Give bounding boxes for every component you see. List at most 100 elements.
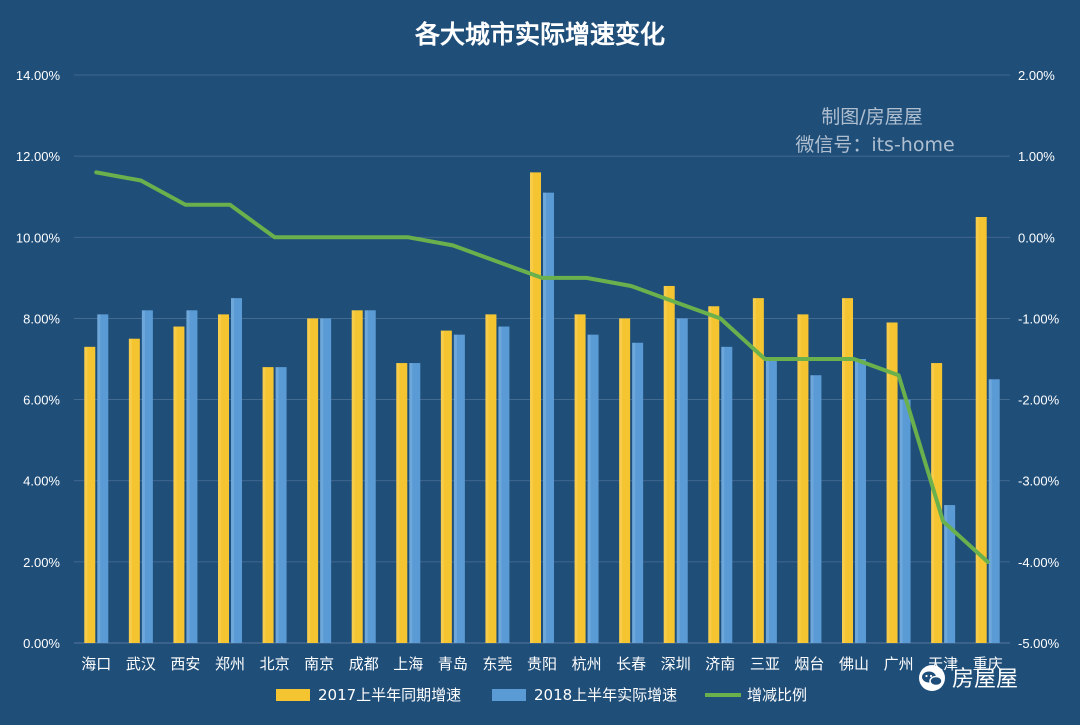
- category-label: 西安: [170, 655, 200, 673]
- bar-2018: [632, 342, 644, 643]
- category-label: 东莞: [482, 655, 512, 673]
- bar-2017: [440, 330, 452, 643]
- bar-highlight: [218, 314, 221, 643]
- bar-2017: [886, 322, 898, 643]
- bar-2018: [543, 192, 554, 643]
- bar-2017: [307, 318, 319, 643]
- bar-2018: [676, 318, 688, 643]
- legend: 2017上半年同期增速 2018上半年实际增速 增减比例: [276, 686, 807, 704]
- line-layer: [94, 170, 990, 564]
- watermark: 制图/房屋屋 微信号：its-home: [795, 106, 954, 156]
- category-label: 济南: [705, 655, 735, 673]
- bar-2018: [587, 334, 599, 643]
- bar-highlight: [619, 318, 623, 643]
- category-label: 北京: [260, 655, 290, 673]
- bar-highlight: [186, 310, 190, 643]
- bar-2017: [619, 318, 631, 643]
- right-axis-ticks: -5.00% -4.00% -3.00% -2.00% -1.00% 0.00% 1.00%…: [1018, 68, 1060, 651]
- category-label: 佛山: [839, 655, 869, 673]
- category-label: 海口: [81, 655, 111, 673]
- bar-highlight: [708, 306, 712, 643]
- bar-highlight: [141, 310, 145, 643]
- right-tick-label: 1.00%: [1018, 149, 1055, 164]
- bar-2017: [842, 298, 853, 643]
- category-label: 郑州: [215, 655, 245, 673]
- bar-highlight: [262, 367, 266, 643]
- wechat-icon: [919, 665, 945, 691]
- bar-2018: [141, 310, 153, 643]
- bar-highlight: [975, 217, 979, 643]
- category-label: 重庆: [973, 655, 1003, 673]
- left-tick-label: 12.00%: [16, 149, 61, 164]
- bar-2017: [574, 314, 586, 643]
- bar-2018: [231, 298, 242, 643]
- bar-2018: [409, 363, 421, 643]
- category-label: 青岛: [438, 655, 468, 673]
- bar-highlight: [663, 285, 667, 643]
- bar-2018: [899, 399, 911, 643]
- bar-highlight: [855, 359, 858, 643]
- brand-name: 房屋屋: [952, 667, 1018, 692]
- bar-2018: [498, 326, 510, 643]
- category-label: 武汉: [126, 655, 156, 673]
- bar-highlight: [810, 375, 814, 643]
- category-label: 广州: [884, 655, 914, 673]
- bar-highlight: [765, 359, 769, 643]
- legend-label: 2017上半年同期增速: [318, 686, 461, 704]
- bar-2017: [396, 363, 408, 643]
- right-tick-label: 2.00%: [1018, 68, 1055, 83]
- left-tick-label: 10.00%: [16, 230, 61, 245]
- bar-highlight: [574, 314, 578, 643]
- bar-highlight: [498, 326, 502, 643]
- bar-highlight: [676, 318, 680, 643]
- bar-highlight: [231, 298, 234, 643]
- bar-highlight: [173, 326, 177, 643]
- bar-highlight: [396, 363, 400, 643]
- bar-highlight: [128, 338, 132, 643]
- bar-2017: [752, 298, 764, 643]
- left-tick-label: 4.00%: [23, 474, 60, 489]
- bar-2017: [262, 367, 274, 643]
- bar-highlight: [944, 505, 948, 643]
- chart-title: 各大城市实际增速变化: [414, 20, 665, 49]
- right-tick-label: -3.00%: [1018, 474, 1060, 489]
- bar-highlight: [320, 318, 324, 643]
- bar-2017: [351, 310, 363, 643]
- bar-2018: [453, 334, 465, 643]
- bar-2017: [173, 326, 185, 643]
- right-tick-label: -1.00%: [1018, 311, 1060, 326]
- bar-highlight: [307, 318, 311, 643]
- legend-swatch-bar: [492, 689, 526, 701]
- category-label: 上海: [393, 655, 423, 673]
- bar-2017: [530, 172, 541, 643]
- right-tick-label: -2.00%: [1018, 393, 1060, 408]
- bar-highlight: [530, 172, 533, 643]
- bars-layer: [84, 172, 1000, 643]
- bar-highlight: [752, 298, 756, 643]
- category-label: 深圳: [661, 655, 691, 673]
- bar-highlight: [84, 346, 88, 643]
- brand: 房屋屋: [919, 665, 1018, 692]
- bar-2017: [708, 306, 720, 643]
- bar-highlight: [632, 342, 636, 643]
- bar-highlight: [842, 298, 845, 643]
- category-label: 南京: [304, 655, 334, 673]
- bar-highlight: [721, 346, 725, 643]
- bar-highlight: [543, 192, 546, 643]
- bar-2018: [364, 310, 376, 643]
- grid-layer: [74, 74, 1010, 644]
- category-label: 成都: [349, 655, 379, 673]
- left-tick-label: 6.00%: [23, 393, 60, 408]
- bar-highlight: [988, 379, 992, 643]
- left-axis-ticks: 0.00% 2.00% 4.00% 6.00% 8.00% 10.00% 12.00% 14.…: [16, 68, 61, 651]
- bar-highlight: [886, 322, 890, 643]
- category-label: 三亚: [750, 655, 780, 673]
- bar-highlight: [409, 363, 413, 643]
- right-tick-label: -5.00%: [1018, 636, 1060, 651]
- bar-highlight: [587, 334, 591, 643]
- bar-highlight: [351, 310, 355, 643]
- bar-highlight: [931, 363, 935, 643]
- left-tick-label: 8.00%: [23, 311, 60, 326]
